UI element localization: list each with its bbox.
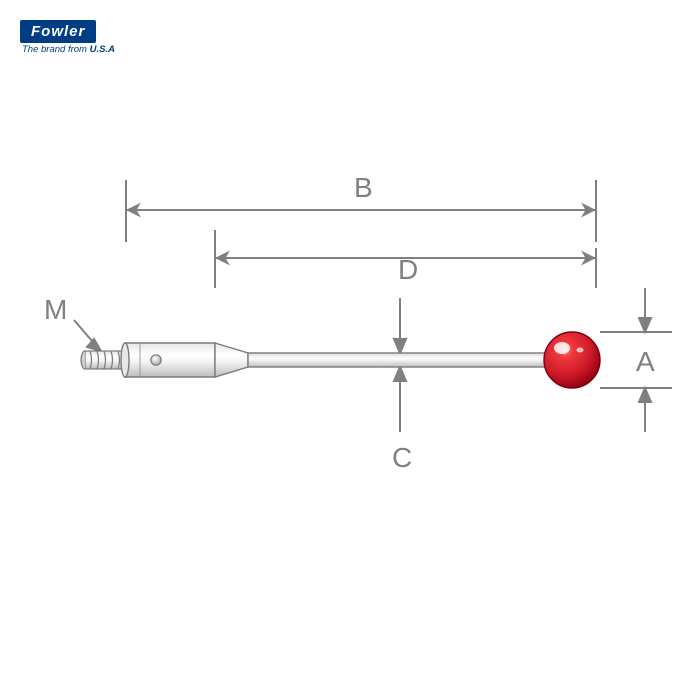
base-dot: [151, 355, 161, 365]
base-cylinder: [121, 343, 215, 377]
ruby-ball: [544, 332, 600, 388]
thread: [81, 351, 125, 369]
stylus-body: [81, 332, 600, 388]
label-C: C: [392, 442, 412, 474]
shaft: [248, 353, 553, 367]
label-D: D: [398, 254, 418, 286]
taper: [215, 343, 248, 377]
stylus-diagram: [0, 0, 700, 700]
dimension-M-leader: [74, 320, 101, 351]
label-M: M: [44, 294, 67, 326]
label-B: B: [354, 172, 373, 204]
label-A: A: [636, 346, 655, 378]
